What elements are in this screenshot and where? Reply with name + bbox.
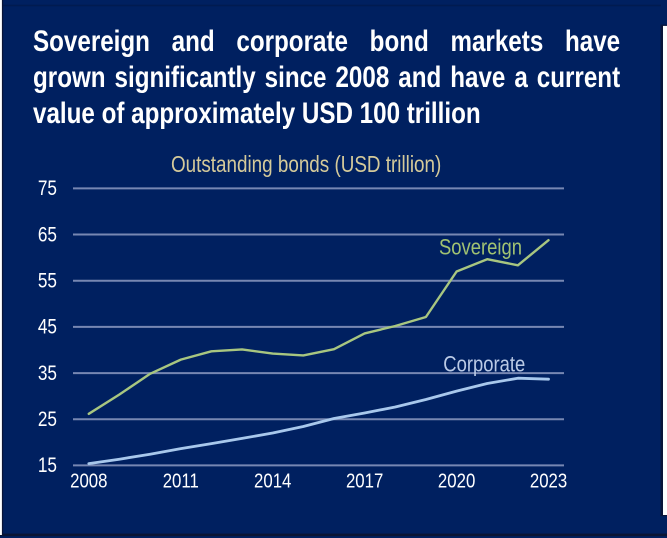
svg-text:2017: 2017 — [346, 469, 383, 492]
svg-text:Sovereign: Sovereign — [439, 235, 522, 260]
svg-text:2020: 2020 — [438, 469, 475, 492]
svg-text:55: 55 — [38, 270, 57, 293]
svg-text:75: 75 — [38, 178, 57, 201]
svg-text:45: 45 — [38, 316, 57, 339]
svg-text:2014: 2014 — [254, 469, 291, 492]
svg-text:Corporate: Corporate — [443, 352, 525, 377]
svg-text:2008: 2008 — [70, 469, 107, 492]
svg-text:35: 35 — [38, 362, 57, 385]
svg-text:2023: 2023 — [530, 469, 567, 492]
svg-text:65: 65 — [38, 224, 57, 247]
svg-text:2011: 2011 — [163, 469, 199, 492]
svg-text:25: 25 — [38, 409, 57, 432]
svg-text:15: 15 — [38, 455, 57, 478]
svg-text:Outstanding bonds (USD trillio: Outstanding bonds (USD trillion) — [171, 153, 441, 178]
